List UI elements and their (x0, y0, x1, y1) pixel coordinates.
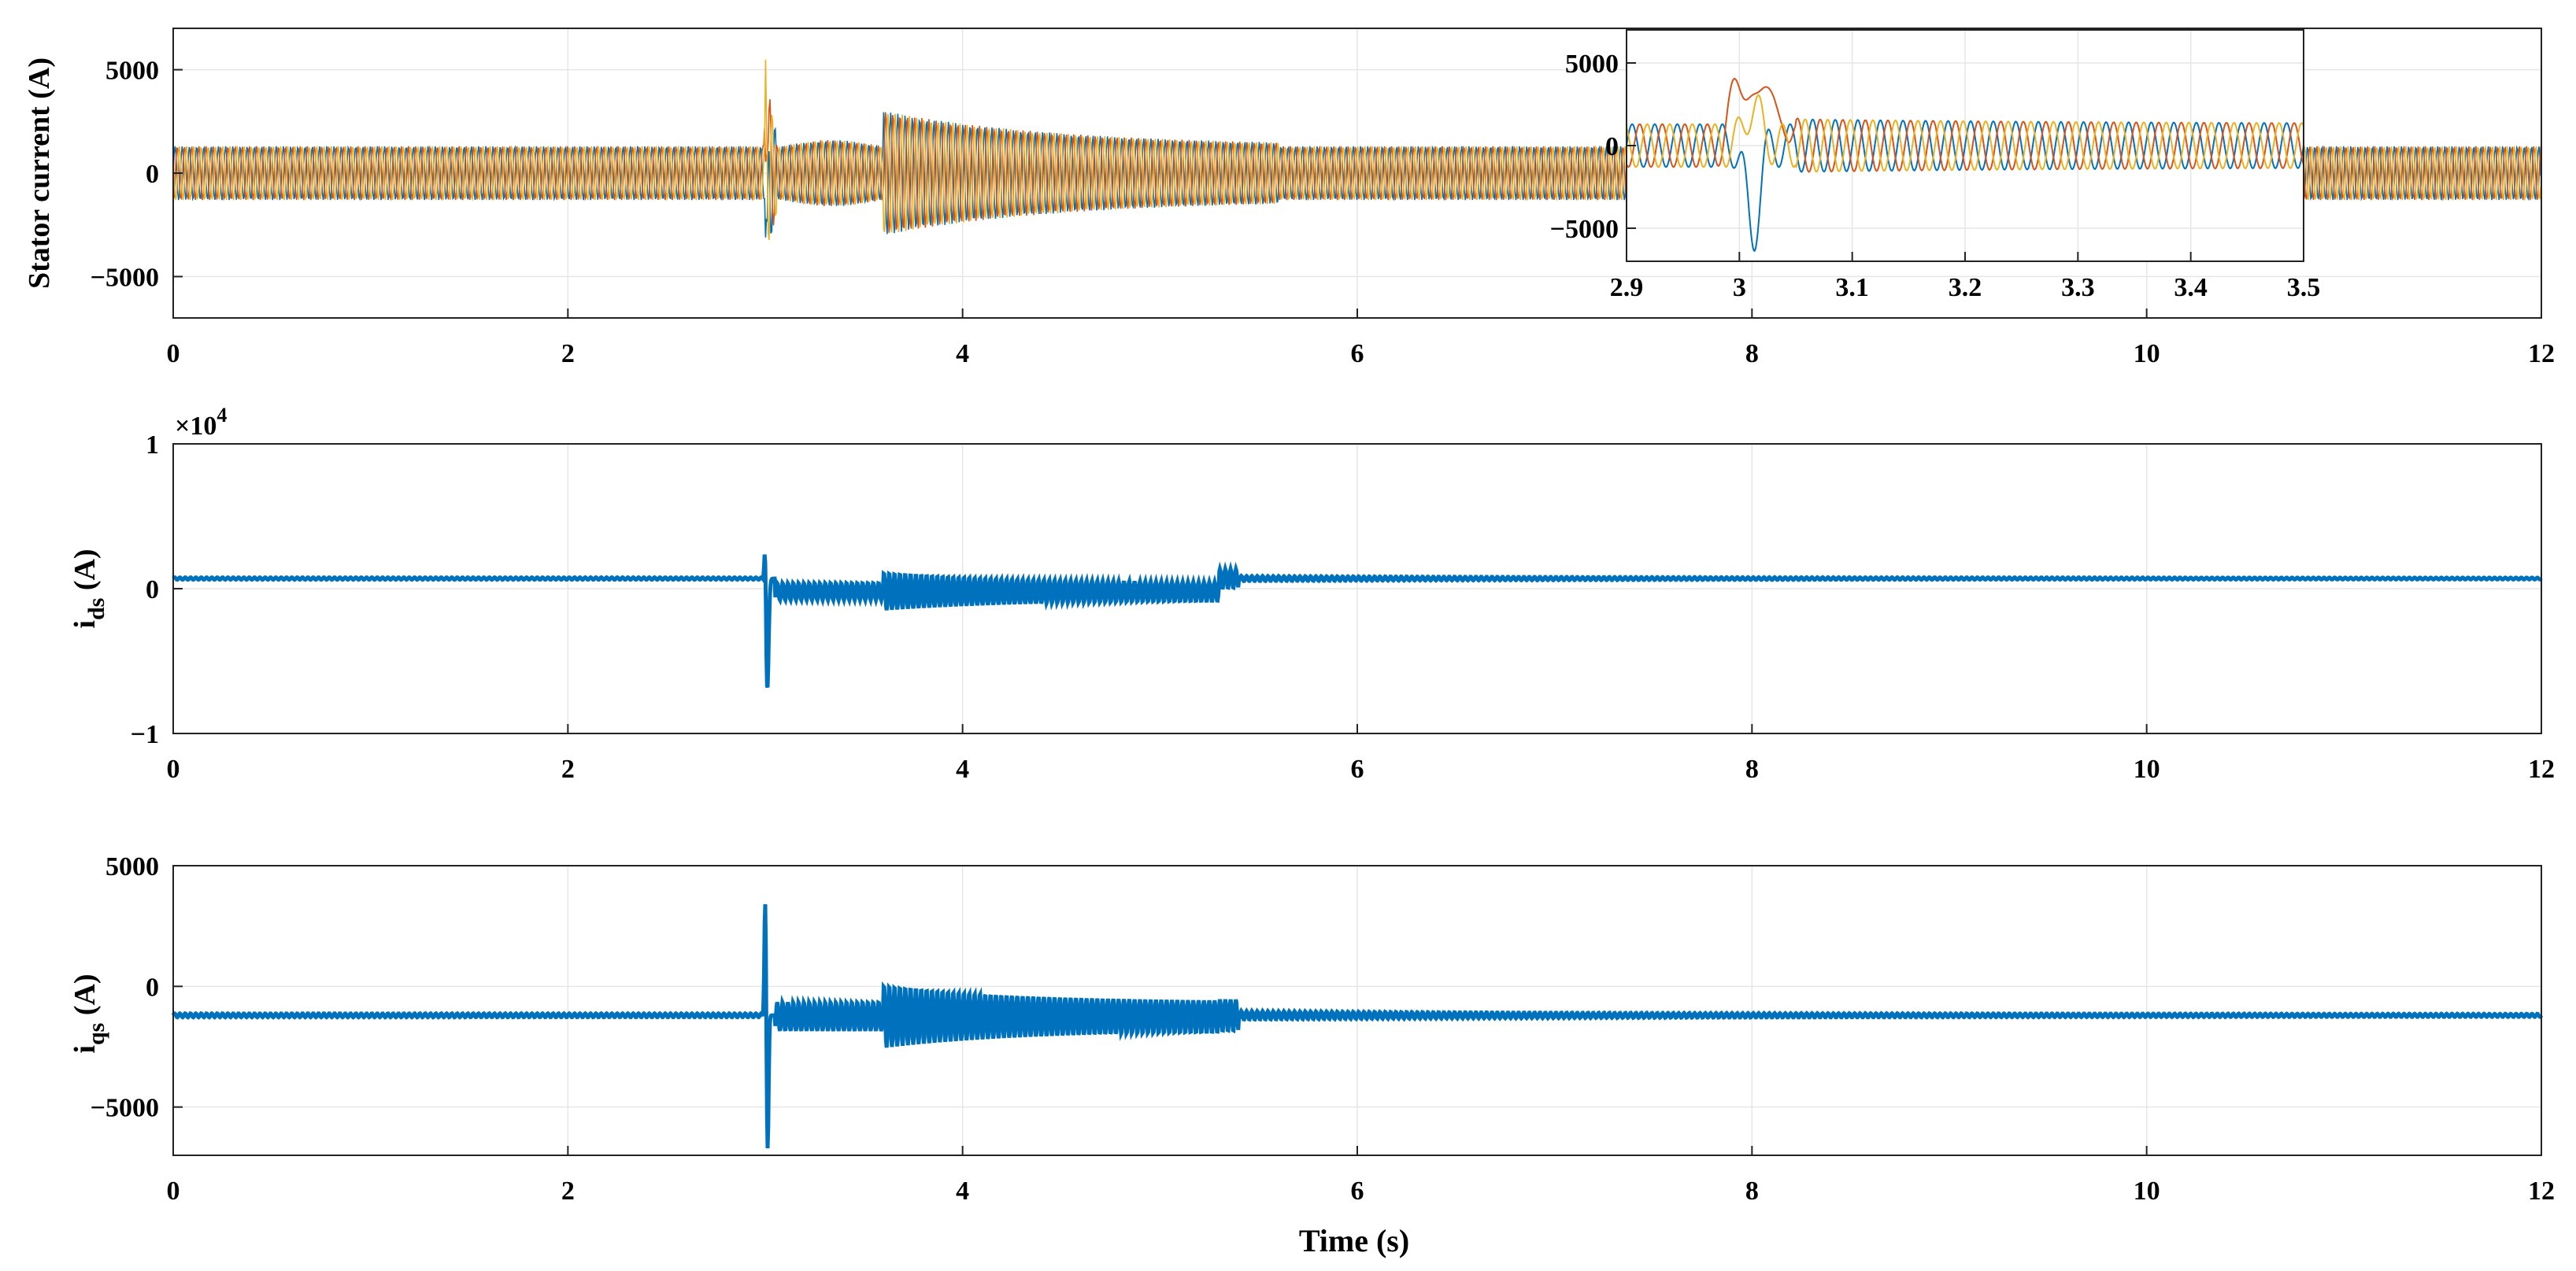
inset-ticks: 2.9 3 3.1 3.2 3.3 3.4 3.5 −5000 0 5000 (1550, 50, 2321, 302)
ids-line (172, 554, 2543, 689)
iqs-xtick-label: 6 (1351, 1177, 1364, 1206)
stator-xtick-label: 4 (956, 339, 969, 368)
ids-ylabel-unit: (A) (68, 549, 102, 597)
iqs-ylabel-main: i (68, 1045, 102, 1054)
stator-xtick-label: 0 (167, 339, 180, 368)
inset-ytick-label: 5000 (1565, 50, 1619, 79)
stator-xtick-label: 10 (2134, 339, 2160, 368)
iqs-xtick-label: 8 (1745, 1177, 1759, 1206)
iqs-ytick-label: 5000 (105, 852, 159, 881)
x-axis-label: Time (s) (1299, 1223, 1409, 1258)
ids-ylabel-main: i (68, 620, 102, 629)
ids-xtick-label: 6 (1351, 755, 1364, 784)
inset-series-3 (1626, 94, 2304, 173)
stator-ytick-label: 5000 (105, 57, 159, 86)
iqs-ylabel: iqs (A) (68, 974, 109, 1053)
ids-ticks: 0 2 4 6 8 10 12 −1 0 1 (131, 430, 2555, 784)
inset-xtick-label: 3.2 (1949, 273, 1982, 302)
stator-xtick-label: 8 (1745, 339, 1759, 368)
stator-xtick-label: 12 (2528, 339, 2555, 368)
stator-ytick-label: −5000 (91, 263, 159, 292)
ids-xtick-label: 10 (2134, 755, 2160, 784)
inset-xtick-label: 3.3 (2061, 273, 2095, 302)
ids-ytick-label: 0 (146, 575, 159, 604)
zoom-inset-panel: 2.9 3 3.1 3.2 3.3 3.4 3.5 −5000 0 5000 (1550, 29, 2321, 302)
inset-traces (1626, 77, 2304, 252)
inset-xtick-label: 3.1 (1835, 273, 1869, 302)
inset-xtick-label: 3 (1733, 273, 1746, 302)
inset-ytick-label: −5000 (1550, 215, 1619, 244)
ids-ytick-label: 1 (146, 430, 159, 460)
iqs-xtick-label: 10 (2134, 1177, 2160, 1206)
ids-ytick-label: −1 (131, 720, 159, 749)
iqs-xtick-label: 2 (561, 1177, 575, 1206)
inset-xtick-label: 3.4 (2174, 273, 2208, 302)
ids-xtick-label: 2 (561, 755, 575, 784)
inset-ytick-label: 0 (1605, 132, 1619, 161)
ids-ylabel-sub: ds (83, 598, 109, 620)
ids-exponent-base: ×10 (175, 412, 217, 441)
iqs-trace (171, 903, 2544, 1149)
ids-grid (172, 443, 2542, 734)
ids-exponent-label: ×104 (175, 404, 227, 441)
ids-panel: 0 2 4 6 8 10 12−101 ×104 ids (A) (68, 404, 2555, 784)
inset-series-2 (1626, 77, 2304, 173)
iqs-panel: 0 2 4 6 8 10 12 −5000 0 5000 iqs (A) Time (s) (68, 852, 2555, 1258)
iqs-ticks: 0 2 4 6 8 10 12 −5000 0 5000 (91, 852, 2555, 1206)
iqs-ylabel-unit: (A) (68, 974, 102, 1022)
iqs-ylabel-sub: qs (83, 1023, 109, 1045)
ids-trace (172, 554, 2543, 689)
stator-xtick-label: 2 (561, 339, 575, 368)
iqs-ytick-label: −5000 (91, 1094, 159, 1123)
inset-series-1 (1626, 118, 2304, 252)
stator-ytick-label: 0 (146, 160, 159, 189)
stator-ticks: 0 2 4 6 8 10 12 −5000 0 5000 (91, 57, 2555, 368)
stator-ylabel: Stator current (A) (23, 57, 56, 289)
iqs-xtick-label: 12 (2528, 1177, 2555, 1206)
inset-xtick-label: 3.5 (2287, 273, 2321, 302)
ids-exponent-power: 4 (217, 404, 227, 427)
iqs-xtick-label: 0 (167, 1177, 180, 1206)
iqs-xtick-label: 4 (956, 1177, 969, 1206)
inset-xtick-label: 2.9 (1610, 273, 1644, 302)
ids-xtick-label: 4 (956, 755, 969, 784)
ids-xtick-label: 8 (1745, 755, 1759, 784)
iqs-ytick-label: 0 (146, 973, 159, 1002)
ids-ylabel: ids (A) (68, 549, 109, 628)
ids-xtick-label: 12 (2528, 755, 2555, 784)
ids-xtick-label: 0 (167, 755, 180, 784)
stator-xtick-label: 6 (1351, 339, 1364, 368)
iqs-line (171, 903, 2544, 1149)
